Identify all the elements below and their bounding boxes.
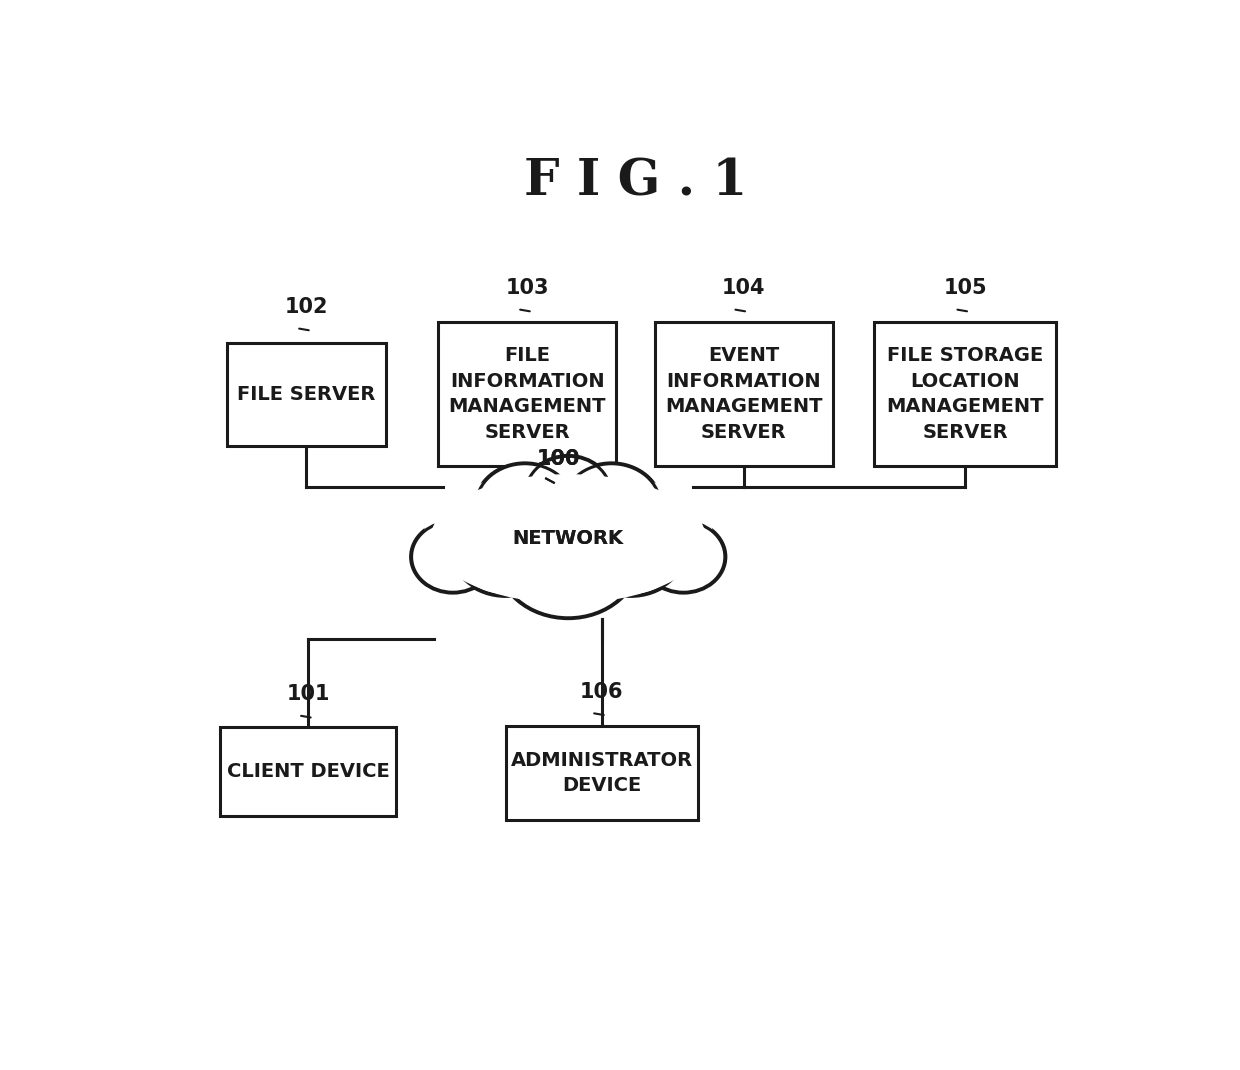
Text: 102: 102 xyxy=(285,297,329,317)
Bar xyxy=(874,322,1056,467)
Bar xyxy=(655,322,832,467)
Bar xyxy=(221,728,397,816)
Ellipse shape xyxy=(432,475,706,602)
Text: 101: 101 xyxy=(286,685,331,704)
Circle shape xyxy=(450,501,562,596)
Text: NETWORK: NETWORK xyxy=(512,530,624,548)
Text: 104: 104 xyxy=(722,278,765,299)
Circle shape xyxy=(410,521,495,593)
Circle shape xyxy=(525,456,611,530)
Circle shape xyxy=(642,521,725,593)
Circle shape xyxy=(575,502,686,596)
Text: FILE STORAGE
LOCATION
MANAGEMENT
SERVER: FILE STORAGE LOCATION MANAGEMENT SERVER xyxy=(887,346,1044,442)
Circle shape xyxy=(476,463,574,548)
Text: ADMINISTRATOR
DEVICE: ADMINISTRATOR DEVICE xyxy=(511,751,693,795)
Text: EVENT
INFORMATION
MANAGEMENT
SERVER: EVENT INFORMATION MANAGEMENT SERVER xyxy=(665,346,822,442)
Circle shape xyxy=(575,501,687,596)
Circle shape xyxy=(451,502,560,596)
Ellipse shape xyxy=(424,471,712,602)
Text: FILE
INFORMATION
MANAGEMENT
SERVER: FILE INFORMATION MANAGEMENT SERVER xyxy=(449,346,606,442)
Text: F I G . 1: F I G . 1 xyxy=(523,157,748,207)
Text: CLIENT DEVICE: CLIENT DEVICE xyxy=(227,762,389,781)
Text: 106: 106 xyxy=(580,682,624,702)
Text: NETWORK: NETWORK xyxy=(512,530,624,548)
Text: FILE SERVER: FILE SERVER xyxy=(237,384,376,403)
Circle shape xyxy=(563,463,661,548)
Bar xyxy=(506,725,698,821)
Circle shape xyxy=(526,456,610,529)
Text: 103: 103 xyxy=(506,278,549,299)
Circle shape xyxy=(475,463,575,549)
Bar xyxy=(227,342,386,445)
Text: 100: 100 xyxy=(537,449,580,470)
Circle shape xyxy=(412,521,495,593)
Bar xyxy=(439,322,616,467)
Text: 100: 100 xyxy=(537,449,580,470)
Text: 105: 105 xyxy=(944,278,987,299)
Circle shape xyxy=(562,463,661,549)
Circle shape xyxy=(496,495,640,618)
Circle shape xyxy=(497,495,640,617)
Circle shape xyxy=(641,521,725,593)
